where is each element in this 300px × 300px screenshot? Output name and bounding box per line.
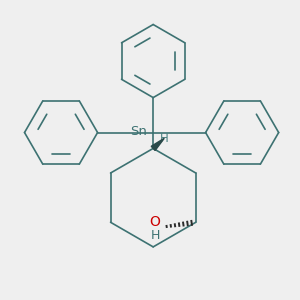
Text: H: H xyxy=(151,230,160,242)
Text: O: O xyxy=(149,215,160,229)
Text: H: H xyxy=(160,132,169,146)
Text: Sn: Sn xyxy=(130,125,148,138)
Polygon shape xyxy=(151,138,164,151)
